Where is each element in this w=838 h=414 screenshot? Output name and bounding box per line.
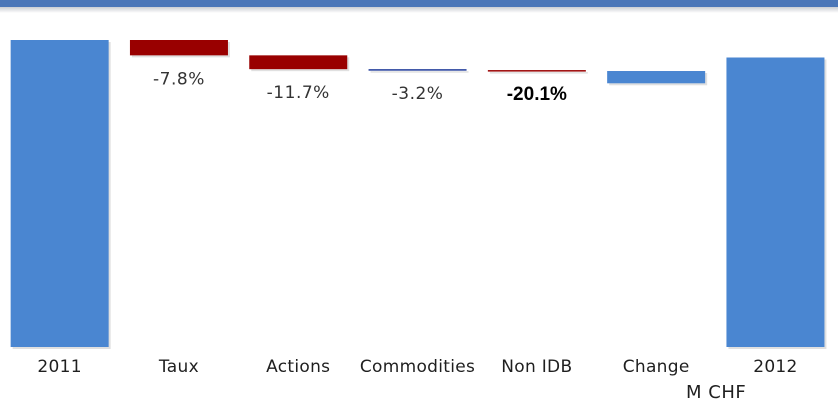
category-label-commodities: Commodities: [360, 357, 475, 377]
top-accent-shadow: [0, 7, 838, 13]
bar-taux: [129, 40, 228, 56]
bar-shadow-non-idb: [489, 72, 588, 74]
bar-2011: [10, 40, 109, 347]
data-label-non-idb: -20.1%: [507, 84, 567, 105]
category-label-actions: Actions: [266, 357, 330, 377]
category-label-change: Change: [623, 357, 690, 377]
top-accent-bar: [0, 0, 838, 7]
bar-2012: [726, 57, 825, 348]
bar-non-idb: [487, 70, 586, 72]
bar-actions: [249, 55, 348, 70]
bar-change: [607, 71, 706, 84]
category-label-2011: 2011: [37, 357, 81, 377]
data-label-commodities: -3.2%: [392, 84, 444, 104]
category-label-taux: Taux: [158, 357, 199, 377]
data-label-taux: -7.8%: [153, 69, 205, 89]
unit-label: M CHF: [686, 382, 747, 403]
data-label-actions: -11.7%: [267, 83, 330, 103]
category-label-2012: 2012: [753, 357, 797, 377]
category-label-non-idb: Non IDB: [501, 357, 572, 377]
bar-commodities: [368, 69, 467, 71]
bar-shadow-commodities: [370, 71, 469, 73]
